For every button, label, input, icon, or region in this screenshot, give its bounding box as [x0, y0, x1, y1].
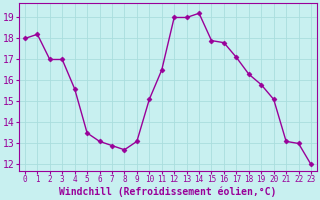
- X-axis label: Windchill (Refroidissement éolien,°C): Windchill (Refroidissement éolien,°C): [59, 187, 277, 197]
